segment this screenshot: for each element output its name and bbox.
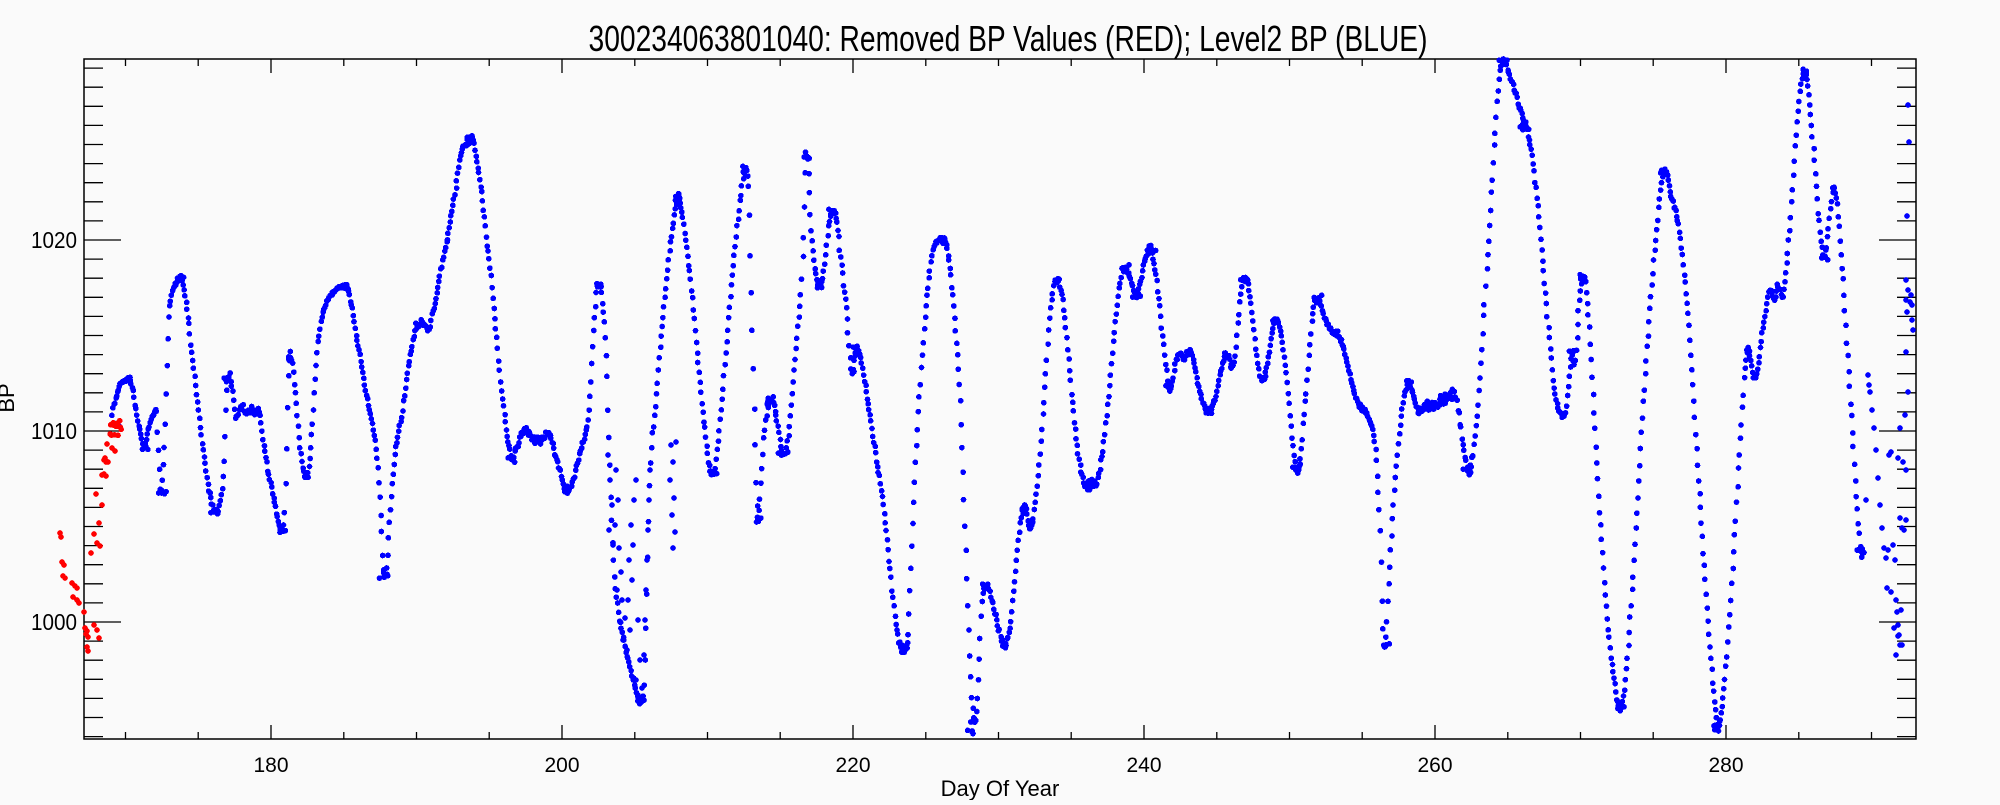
svg-text:1000: 1000 bbox=[31, 609, 77, 635]
svg-text:1010: 1010 bbox=[31, 418, 77, 444]
svg-text:BP: BP bbox=[0, 383, 19, 412]
svg-text:220: 220 bbox=[835, 754, 870, 777]
svg-text:Day Of Year: Day Of Year bbox=[941, 776, 1060, 800]
svg-text:1020: 1020 bbox=[31, 227, 77, 253]
svg-text:280: 280 bbox=[1708, 754, 1743, 777]
svg-text:240: 240 bbox=[1126, 754, 1161, 777]
svg-text:180: 180 bbox=[253, 754, 288, 777]
svg-text:260: 260 bbox=[1417, 754, 1452, 777]
svg-text:200: 200 bbox=[544, 754, 579, 777]
svg-text:300234063801040: Removed BP Va: 300234063801040: Removed BP Values (RED)… bbox=[589, 18, 1428, 59]
